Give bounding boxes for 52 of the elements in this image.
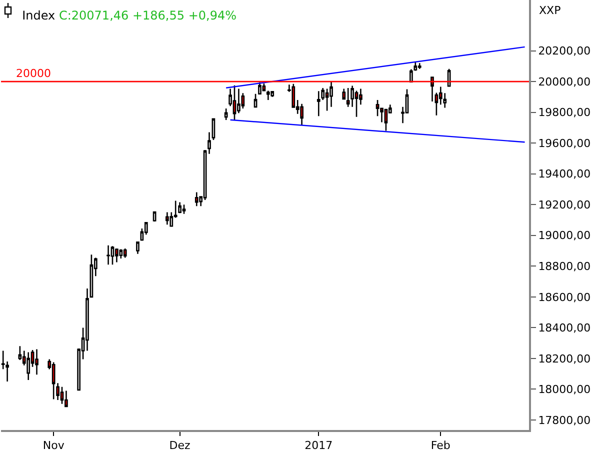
y-tick-label: 19800,00: [538, 106, 591, 120]
candlestick: [194, 192, 198, 207]
candlestick: [418, 62, 422, 70]
candlestick: [266, 90, 270, 101]
x-tick-label: 2017: [304, 439, 333, 450]
text: C:20071,46 +186,55 +0,94%: [58, 8, 237, 23]
candlestick: [384, 108, 388, 132]
y-tick-label: 20200,00: [538, 44, 591, 58]
y-tick-label: 19000,00: [538, 229, 591, 242]
candlestick: [178, 202, 182, 214]
y-tick-label: 19200,00: [538, 198, 591, 212]
candlestick: [241, 92, 245, 110]
candlestick: [123, 248, 127, 258]
y-tick-label: 17800,00: [538, 414, 591, 427]
text: Index: [22, 8, 56, 23]
candlestick: [232, 84, 236, 121]
candlestick: [224, 108, 228, 121]
candlestick: [106, 244, 110, 266]
y-tick-label: 18200,00: [538, 352, 591, 366]
candlestick: [258, 82, 262, 94]
candlestick: [330, 81, 333, 108]
candlestick: [136, 240, 140, 254]
y-tick-label: 18800,00: [538, 260, 591, 273]
candlestick: [119, 248, 123, 260]
candlestick: [254, 93, 258, 108]
candlestick: [182, 204, 186, 214]
candlestick: [270, 90, 274, 98]
x-tick-label: Feb: [430, 439, 450, 450]
y-tick-label: 19600,00: [538, 136, 591, 150]
candlestick: [208, 132, 211, 154]
candlestick: [316, 90, 320, 117]
candlestick: [166, 212, 169, 226]
candlestick: [60, 386, 64, 404]
y-tick-label: 20000,00: [538, 75, 591, 88]
text: XXP: [539, 4, 562, 17]
candlestick: [115, 248, 118, 263]
y-tick-label: 18000,00: [538, 383, 591, 396]
ref-line-label: 20000: [16, 67, 51, 80]
y-tick-label: 18400,00: [538, 322, 591, 335]
x-tick-label: Dez: [169, 439, 191, 450]
x-tick-label: Nov: [42, 439, 65, 450]
candlestick: [342, 88, 346, 100]
candlestick: [35, 348, 38, 376]
candlestick: [90, 254, 94, 298]
candlestick: [110, 246, 114, 266]
y-tick-label: 19400,00: [538, 168, 591, 181]
candlestick: [346, 87, 350, 108]
candlestick: [52, 362, 56, 400]
y-tick-label: 18600,00: [538, 290, 591, 304]
candlestick: [26, 352, 30, 381]
candlestick: [64, 390, 68, 408]
candlestick: [300, 103, 304, 126]
